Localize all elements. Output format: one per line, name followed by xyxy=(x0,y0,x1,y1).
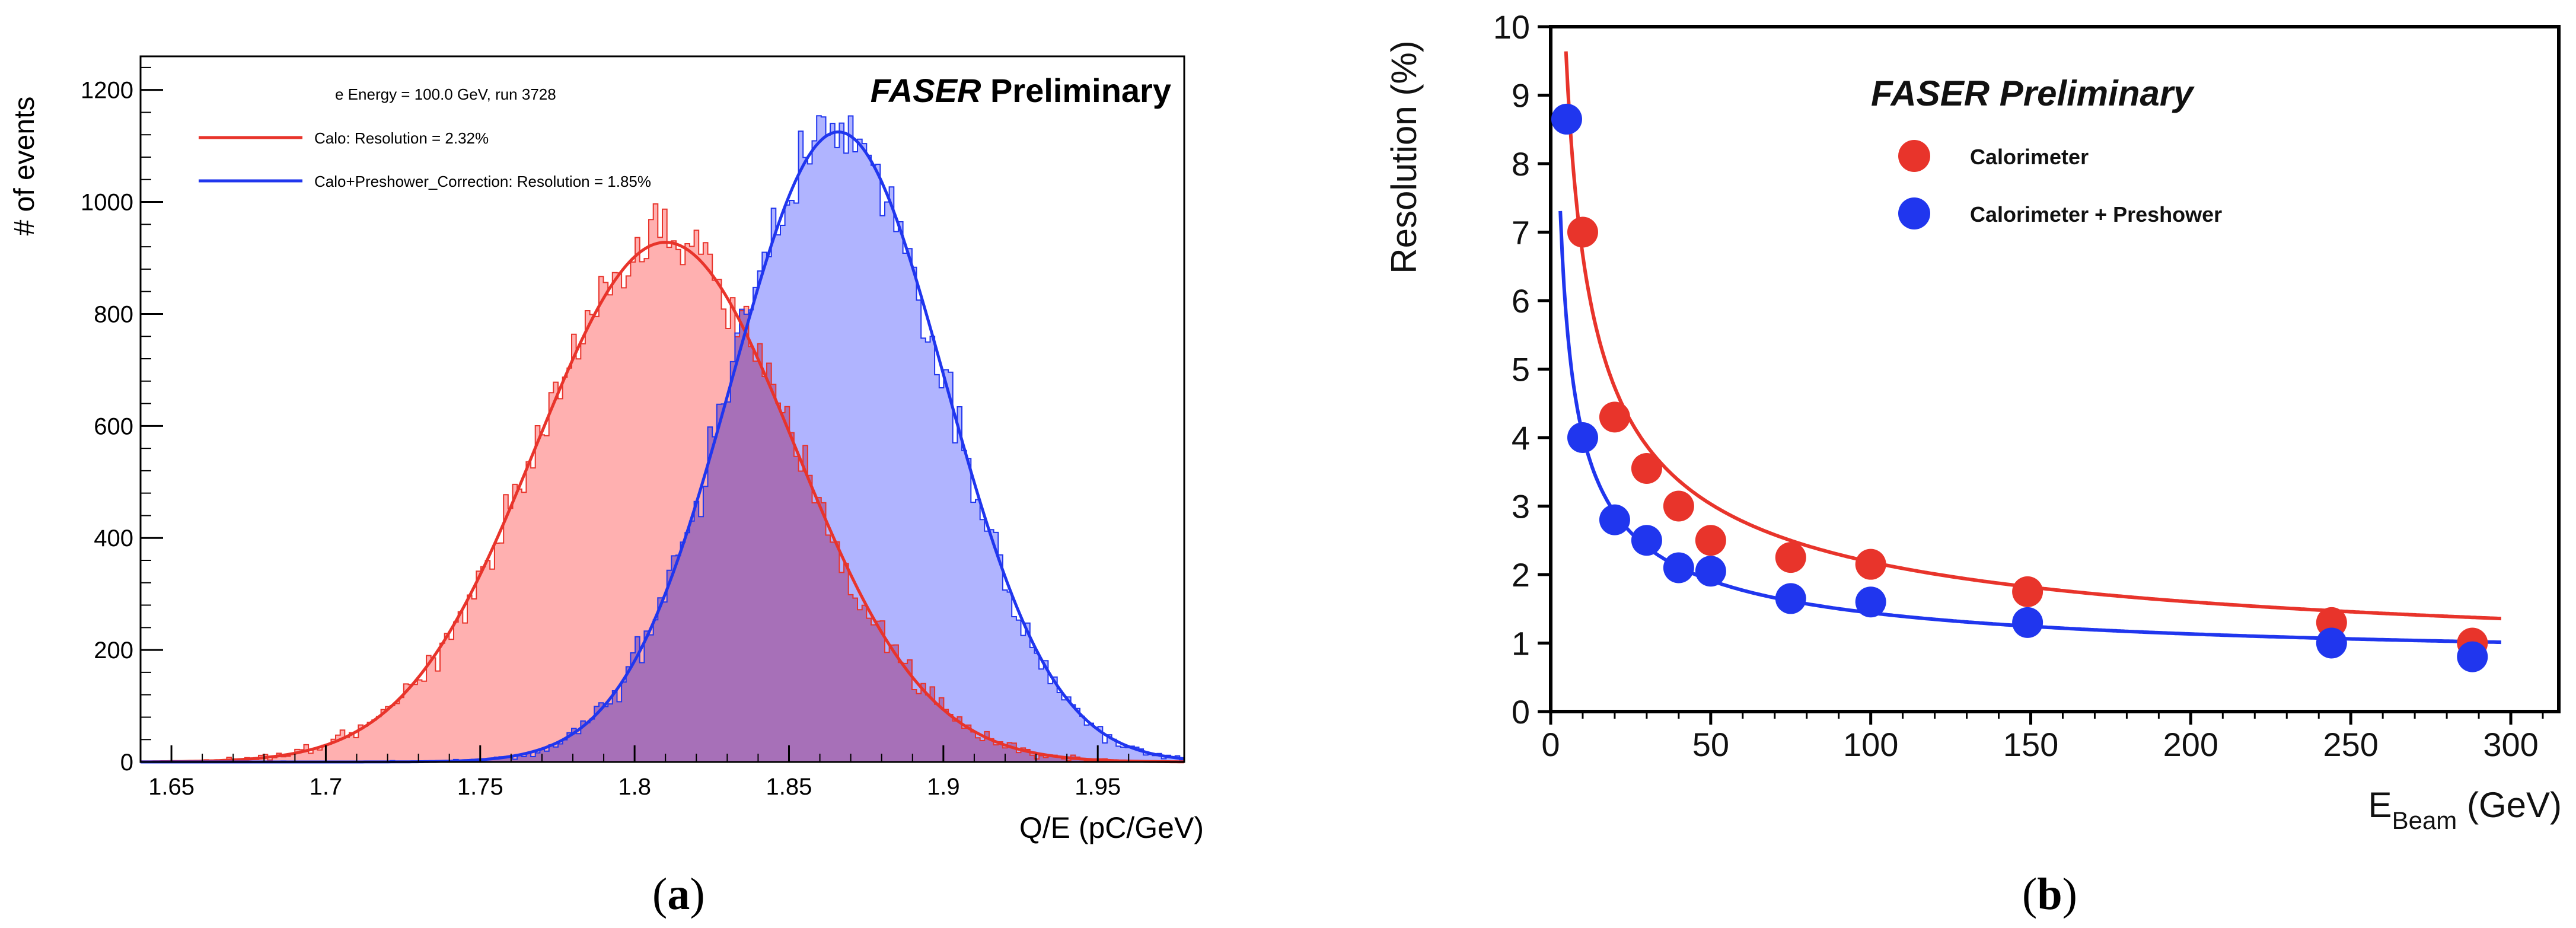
histogram-watermark: FASER Preliminary xyxy=(871,72,1171,109)
histogram-legend-red-label: Calo: Resolution = 2.32% xyxy=(314,129,489,147)
histogram-fill-overlap xyxy=(141,310,1184,762)
histogram-x-tick-label: 1.85 xyxy=(766,774,812,800)
histogram-outline-calo xyxy=(141,203,1184,763)
histogram-fit-calo xyxy=(140,241,1184,764)
resolution-point-calorimeter xyxy=(1599,401,1630,433)
resolution-point-preshower xyxy=(2316,627,2347,659)
resolution-y-tick-label: 1 xyxy=(1512,625,1530,662)
resolution-point-calorimeter xyxy=(2012,576,2043,607)
histogram-x-tick-label: 1.95 xyxy=(1075,774,1121,800)
histogram-fill-calo xyxy=(141,203,1184,762)
resolution-legend-red-marker xyxy=(1898,140,1930,172)
histogram-x-tick-label: 1.9 xyxy=(927,774,960,800)
resolution-point-preshower xyxy=(1663,552,1694,583)
histogram-x-axis-label: Q/E (pC/GeV) xyxy=(1019,811,1204,844)
histogram-frame xyxy=(139,55,1185,763)
histogram-legend-blue-label: Calo+Preshower_Correction: Resolution = … xyxy=(314,173,651,190)
resolution-y-tick-label: 4 xyxy=(1512,419,1530,457)
histogram-x-tick-label: 1.8 xyxy=(618,774,651,800)
histogram-y-tick-label: 1000 xyxy=(81,190,133,216)
resolution-point-preshower xyxy=(1631,525,1662,556)
histogram-y-ticks: 0 200 400 600 800 1000 1200 xyxy=(81,66,163,776)
resolution-plot-area xyxy=(1551,51,2501,672)
histogram-x-tick-label: 1.75 xyxy=(457,774,503,800)
resolution-x-tick-label: 300 xyxy=(2483,726,2538,763)
resolution-x-tick-label: 0 xyxy=(1541,726,1560,763)
resolution-y-tick-label: 7 xyxy=(1512,214,1530,251)
resolution-y-tick-label: 3 xyxy=(1512,488,1530,525)
resolution-point-preshower xyxy=(1599,504,1630,535)
histogram-y-axis-label: # of events xyxy=(9,97,40,236)
resolution-point-calorimeter xyxy=(1631,452,1662,484)
resolution-point-preshower xyxy=(2012,607,2043,638)
resolution-y-ticks: 0 1 2 3 4 5 6 7 8 9 10 xyxy=(1493,8,1551,731)
resolution-legend-blue-marker xyxy=(1898,197,1930,229)
resolution-x-tick-label: 50 xyxy=(1692,726,1729,763)
histogram-plot-area xyxy=(140,115,1185,764)
resolution-point-calorimeter xyxy=(1855,548,1886,580)
resolution-y-tick-label: 0 xyxy=(1512,693,1530,731)
resolution-x-axis-label: EBeam (GeV) xyxy=(2368,785,2562,834)
resolution-x-tick-label: 100 xyxy=(1843,726,1898,763)
resolution-point-calorimeter xyxy=(1567,216,1598,248)
resolution-point-preshower xyxy=(1567,422,1598,453)
resolution-y-tick-label: 10 xyxy=(1493,8,1530,46)
histogram-y-tick-label: 400 xyxy=(94,525,133,551)
histogram-x-ticks: 1.65 1.7 1.75 1.8 1.85 1.9 1.95 xyxy=(148,745,1130,800)
resolution-point-preshower xyxy=(1695,556,1726,587)
panel-b-label: (b) xyxy=(2022,869,2077,919)
resolution-x-tick-label: 250 xyxy=(2323,726,2378,763)
resolution-x-tick-label: 200 xyxy=(2163,726,2218,763)
panel-a-label: (a) xyxy=(652,869,705,919)
resolution-y-tick-label: 5 xyxy=(1512,351,1530,388)
resolution-y-tick-label: 9 xyxy=(1512,77,1530,114)
histogram-x-tick-label: 1.65 xyxy=(148,774,195,800)
resolution-y-tick-label: 6 xyxy=(1512,282,1530,320)
resolution-frame xyxy=(1549,25,2561,713)
histogram-title: e Energy = 100.0 GeV, run 3728 xyxy=(335,85,556,103)
resolution-point-calorimeter xyxy=(1775,542,1806,573)
histogram-y-tick-label: 1200 xyxy=(81,78,133,104)
histogram-x-tick-label: 1.7 xyxy=(310,774,343,800)
histogram-y-tick-label: 600 xyxy=(94,413,133,439)
resolution-point-preshower xyxy=(2457,641,2488,672)
histogram-y-tick-label: 800 xyxy=(94,301,133,327)
histogram-fill-preshower xyxy=(141,116,1184,762)
resolution-legend-red-label: Calorimeter xyxy=(1970,145,2089,169)
resolution-x-ticks: 0 50 100 150 200 250 300 xyxy=(1541,712,2544,763)
resolution-point-preshower xyxy=(1855,586,1886,618)
resolution-x-tick-label: 150 xyxy=(2003,726,2058,763)
resolution-point-calorimeter xyxy=(1695,525,1726,556)
histogram-y-tick-label: 0 xyxy=(120,750,133,776)
resolution-point-calorimeter xyxy=(1663,490,1694,522)
chart-histogram: 1.65 1.7 1.75 1.8 1.85 1.9 1.95 0 200 400 600 800 1… xyxy=(9,55,1204,844)
histogram-y-tick-label: 200 xyxy=(94,637,133,664)
resolution-point-preshower xyxy=(1775,583,1806,614)
resolution-y-axis-label: Resolution (%) xyxy=(1384,40,1424,274)
resolution-point-preshower xyxy=(1551,103,1582,135)
chart-resolution: 0 50 100 150 200 250 300 0 1 2 3 4 5 6 7 8 9 10 FASER Pr… xyxy=(1384,8,2562,834)
resolution-legend-blue-label: Calorimeter + Preshower xyxy=(1970,202,2222,227)
resolution-y-tick-label: 2 xyxy=(1512,556,1530,594)
resolution-watermark: FASER Preliminary xyxy=(1871,74,2195,113)
resolution-y-tick-label: 8 xyxy=(1512,145,1530,183)
